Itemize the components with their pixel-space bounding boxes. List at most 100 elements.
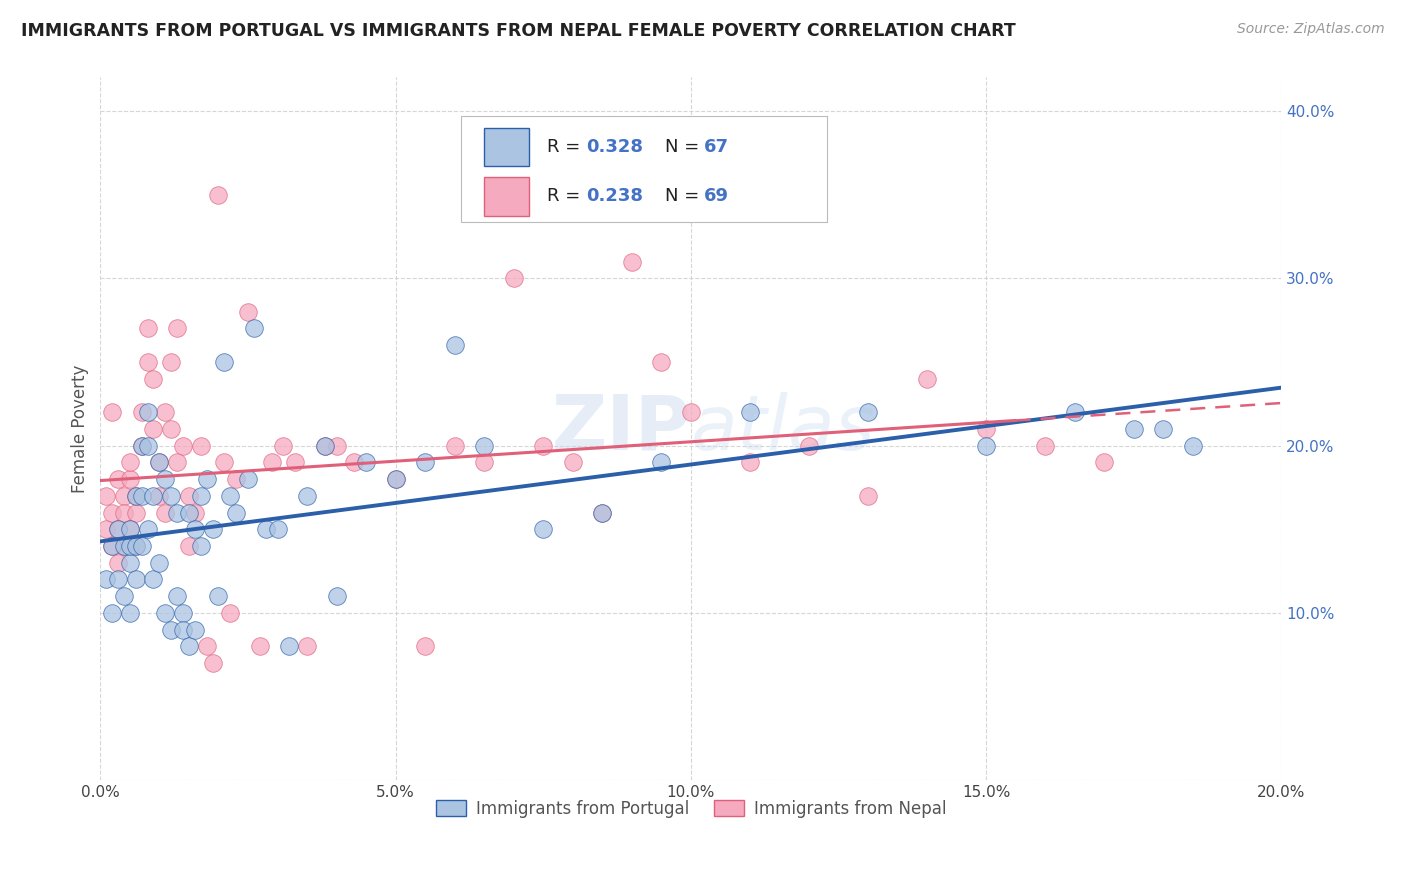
Point [1122, 422, 1144, 436]
Point [184, 506, 207, 520]
Point [738, 455, 761, 469]
Point [148, 455, 170, 469]
Point [531, 522, 554, 536]
Point [136, 321, 159, 335]
Point [219, 489, 242, 503]
Point [190, 439, 212, 453]
Point [155, 506, 177, 520]
Point [502, 271, 524, 285]
Point [101, 506, 124, 520]
Point [118, 606, 141, 620]
Point [148, 489, 170, 503]
Point [101, 405, 124, 419]
Point [136, 355, 159, 369]
Point [472, 455, 495, 469]
Point [1092, 455, 1115, 469]
Point [413, 455, 436, 469]
Point [591, 506, 613, 520]
Text: R =: R = [547, 138, 586, 156]
Text: Source: ZipAtlas.com: Source: ZipAtlas.com [1237, 22, 1385, 37]
Point [314, 439, 336, 453]
Point [160, 623, 183, 637]
Point [160, 489, 183, 503]
Point [112, 539, 135, 553]
Point [201, 656, 224, 670]
FancyBboxPatch shape [484, 128, 529, 167]
Point [125, 539, 148, 553]
Point [314, 439, 336, 453]
Point [118, 455, 141, 469]
Point [254, 522, 277, 536]
Point [249, 640, 271, 654]
Text: 67: 67 [704, 138, 728, 156]
Point [125, 489, 148, 503]
Text: 0.238: 0.238 [586, 187, 643, 205]
Point [118, 522, 141, 536]
Point [155, 405, 177, 419]
Point [101, 606, 124, 620]
Point [101, 539, 124, 553]
Point [118, 522, 141, 536]
Point [142, 422, 165, 436]
Point [96, 522, 118, 536]
Point [148, 556, 170, 570]
Point [260, 455, 283, 469]
Point [266, 522, 288, 536]
Point [112, 589, 135, 603]
Point [125, 573, 148, 587]
Point [974, 439, 997, 453]
Point [201, 522, 224, 536]
Point [343, 455, 366, 469]
Point [101, 539, 124, 553]
FancyBboxPatch shape [484, 177, 529, 216]
Point [295, 489, 318, 503]
Point [974, 422, 997, 436]
Point [243, 321, 266, 335]
Point [166, 321, 188, 335]
Point [125, 539, 148, 553]
Point [915, 372, 938, 386]
Point [131, 489, 153, 503]
Point [354, 455, 377, 469]
Point [195, 640, 218, 654]
FancyBboxPatch shape [461, 116, 827, 221]
Point [107, 573, 129, 587]
Point [278, 640, 301, 654]
Point [384, 472, 406, 486]
Point [591, 506, 613, 520]
Text: atlas: atlas [690, 392, 876, 466]
Text: ZIP: ZIP [551, 392, 690, 466]
Point [325, 439, 347, 453]
Point [166, 455, 188, 469]
Point [184, 623, 207, 637]
Point [325, 589, 347, 603]
Point [136, 439, 159, 453]
Point [214, 355, 236, 369]
Point [125, 506, 148, 520]
Point [650, 455, 672, 469]
Point [142, 372, 165, 386]
Point [190, 489, 212, 503]
Point [1152, 422, 1174, 436]
Point [160, 355, 183, 369]
Point [107, 556, 129, 570]
Point [118, 539, 141, 553]
Point [236, 304, 259, 318]
Text: N =: N = [665, 187, 704, 205]
Point [96, 489, 118, 503]
Point [620, 254, 643, 268]
Point [195, 472, 218, 486]
Point [184, 522, 207, 536]
Text: 0.328: 0.328 [586, 138, 643, 156]
Point [561, 455, 583, 469]
Text: 69: 69 [704, 187, 728, 205]
Point [531, 439, 554, 453]
Point [166, 589, 188, 603]
Text: R =: R = [547, 187, 586, 205]
Point [166, 506, 188, 520]
Point [225, 506, 247, 520]
Point [172, 439, 194, 453]
Point [1033, 439, 1056, 453]
Point [472, 439, 495, 453]
Point [443, 439, 465, 453]
